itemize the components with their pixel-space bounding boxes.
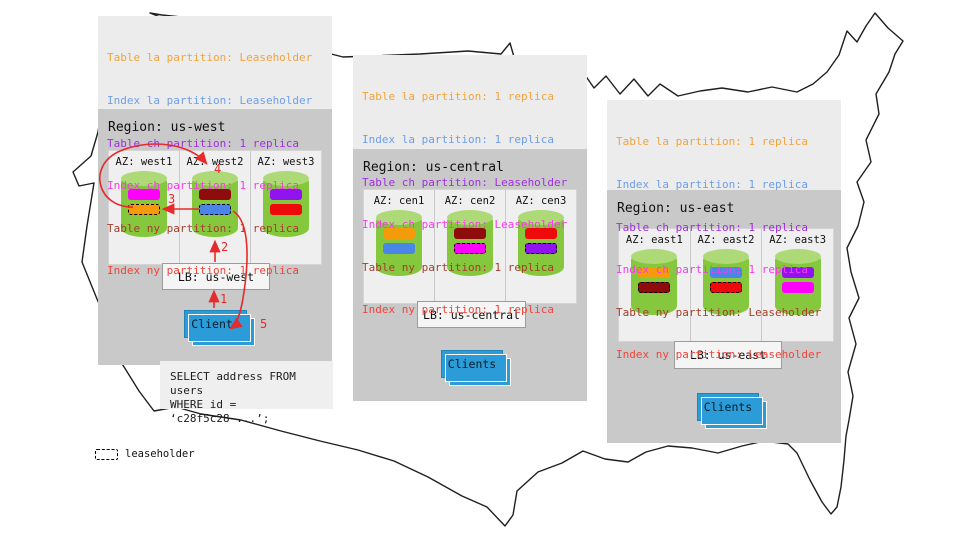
az-label: AZ: east3 [769, 234, 827, 246]
az-column-east3: AZ: east3 [762, 229, 833, 341]
legend-line: Table la partition: 1 replica [362, 90, 555, 104]
legend-line: Table ny partition: 1 replica [107, 221, 300, 235]
db-cylinder [447, 210, 493, 276]
legend-box-us-east: Table la partition: 1 replica Index la p… [607, 100, 841, 361]
region-panel-us-east: Region: us-east AZ: east1 AZ: east2 AZ: … [607, 190, 841, 443]
az-label: AZ: west3 [257, 156, 315, 168]
partition-bar [199, 204, 231, 215]
az-label: AZ: cen3 [515, 195, 567, 207]
partition-bar [525, 228, 557, 239]
clients-box-us-east: Clients [697, 393, 759, 421]
az-container: AZ: east1 AZ: east2 AZ: east3 [618, 228, 834, 342]
partition-bar [454, 243, 486, 254]
legend-box-us-west: Table la partition: Leaseholder Index la… [98, 16, 332, 277]
region-panel-us-central: Region: us-central AZ: cen1 AZ: cen2 AZ:… [353, 149, 587, 401]
partition-bar [383, 228, 415, 239]
legend-line: Index ch partition: 1 replica [616, 263, 809, 277]
legend-line: Index ny partition: Leaseholder [616, 348, 822, 362]
partition-bar [638, 282, 671, 293]
az-column-cen1: AZ: cen1 [364, 190, 435, 303]
db-cylinder [263, 171, 309, 237]
db-cylinder [774, 249, 821, 315]
legend-line: Table ny partition: 1 replica [362, 260, 555, 274]
partition-bar [525, 243, 557, 254]
legend-line: Index ch partition: 1 replica [107, 179, 300, 193]
sql-line-2: WHERE id = ‘c28f5c28-...’; [170, 398, 270, 425]
partition-bar [383, 243, 415, 254]
az-label: AZ: east2 [697, 234, 755, 246]
clients-box-us-central: Clients [441, 350, 503, 378]
region-title: Region: us-central [363, 160, 504, 175]
flow-step-label-4: 4 [214, 162, 222, 176]
lb-box-us-east: LB: us-east [674, 341, 782, 369]
legend-box-us-central: Table la partition: 1 replica Index la p… [353, 55, 587, 316]
sql-query-label: SELECT address FROM users WHERE id = ‘c2… [160, 361, 333, 425]
flow-step-label-5: 5 [260, 317, 268, 331]
partition-bar [199, 189, 231, 200]
legend-line: Table la partition: Leaseholder [107, 51, 313, 65]
legend-line: Table ny partition: Leaseholder [616, 305, 822, 319]
az-label: AZ: cen1 [373, 195, 425, 207]
az-column-cen3: AZ: cen3 [506, 190, 576, 303]
az-column-east1: AZ: east1 [619, 229, 691, 341]
legend-line: Index la partition: Leaseholder [107, 94, 313, 108]
legend-line: Index la partition: 1 replica [362, 133, 555, 147]
sql-line-1: SELECT address FROM users [170, 370, 296, 397]
legend-line: Table ch partition: Leaseholder [362, 175, 568, 189]
partition-bar [454, 228, 486, 239]
partition-bar [781, 267, 814, 278]
db-cylinder [376, 210, 422, 276]
leaseholder-swatch [95, 448, 118, 460]
partition-bar [710, 282, 742, 293]
flow-step-label-3: 3 [168, 192, 176, 206]
legend-line: Index ny partition: 1 replica [362, 303, 555, 317]
az-container: AZ: cen1 AZ: cen2 AZ: cen3 [363, 189, 577, 304]
legend-line: Table la partition: 1 replica [616, 135, 809, 149]
db-cylinder [631, 249, 678, 315]
db-cylinder [703, 249, 749, 315]
db-cylinder [518, 210, 564, 276]
region-title: Region: us-west [108, 120, 226, 135]
lb-box-us-central: LB: us-central [417, 301, 526, 328]
legend-line: Table ch partition: 1 replica [616, 220, 809, 234]
az-label: AZ: east1 [625, 234, 683, 246]
clients-box-us-west: Clients [184, 310, 247, 338]
legend-line: Index la partition: 1 replica [616, 178, 809, 192]
partition-bar [270, 204, 302, 215]
partition-bar [781, 282, 814, 293]
region-title: Region: us-east [617, 201, 735, 216]
legend-line: Index ch partition: Leaseholder [362, 218, 568, 232]
leaseholder-key-label: leaseholder [125, 448, 195, 460]
flow-step-label-1: 1 [220, 292, 228, 306]
legend-line: Index ny partition: 1 replica [107, 264, 300, 278]
az-label: AZ: cen2 [444, 195, 496, 207]
az-column-east2: AZ: east2 [691, 229, 763, 341]
partition-bar [270, 189, 302, 200]
partition-bar [710, 267, 742, 278]
flow-step-label-2: 2 [221, 240, 229, 254]
az-column-west3: AZ: west3 [251, 151, 321, 264]
az-column-cen2: AZ: cen2 [435, 190, 506, 303]
legend-line: Table ch partition: 1 replica [107, 136, 300, 150]
partition-bar [638, 267, 671, 278]
leaseholder-key: leaseholder [95, 448, 195, 460]
